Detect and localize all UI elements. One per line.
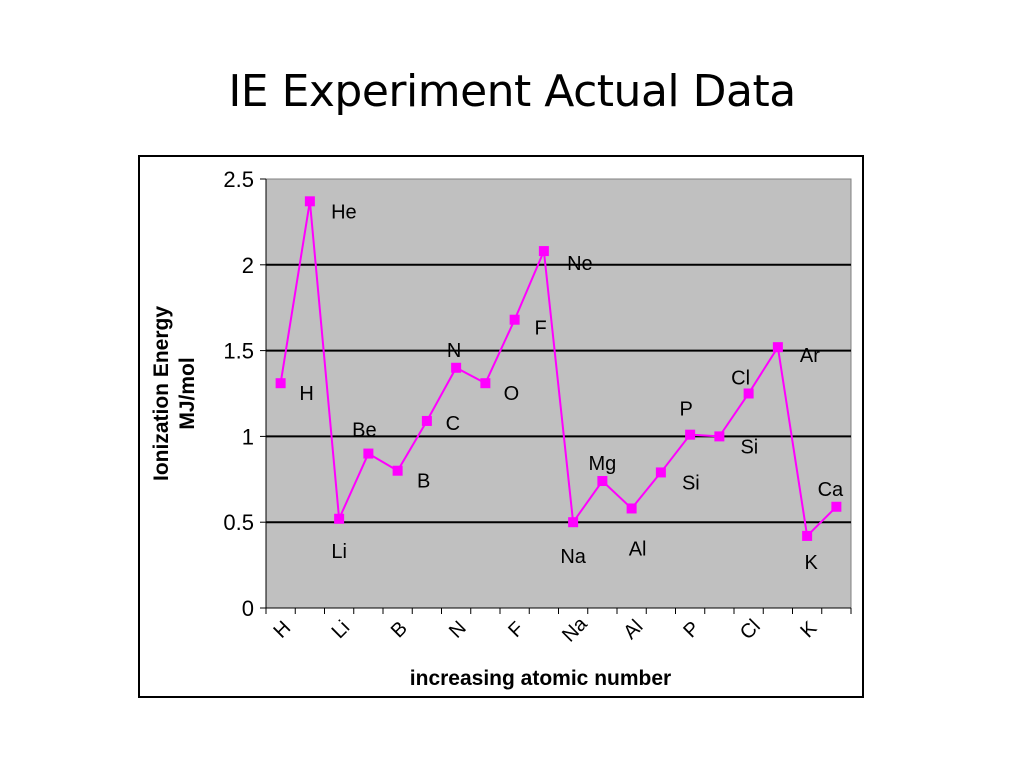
data-marker [363,448,374,459]
gridlines [266,263,851,524]
data-marker [451,362,462,373]
data-marker [421,415,432,426]
y-axis: 0 0.5 1 1.5 2 2.5 [223,167,267,621]
data-label: Mg [588,453,616,475]
data-label: Ca [818,479,844,501]
x-tick-label: Cl [736,615,765,644]
data-label: N [447,340,461,362]
data-label: H [299,383,313,405]
y-tick-label: 1 [242,424,254,449]
data-label: Cl [731,368,750,390]
chart-frame: 0 0.5 1 1.5 2 2.5 H Li B N F Na Al P Cl K H He Li Be B C N O F… [138,155,864,698]
data-label: Ar [800,345,820,367]
y-tick-label: 1.5 [223,339,254,364]
data-marker [685,429,696,440]
data-marker [480,378,491,389]
data-label: P [679,399,692,421]
x-tick-label: Na [558,612,592,646]
x-tick-label: Al [619,616,647,644]
ionization-energy-chart: 0 0.5 1 1.5 2 2.5 H Li B N F Na Al P Cl K H He Li Be B C N O F… [150,167,852,690]
data-marker [655,467,666,478]
data-marker [538,246,549,257]
data-label: C [446,413,460,435]
x-tick-label: K [796,617,821,642]
y-axis-title-line2: MJ/mol [176,357,199,429]
data-marker [392,465,403,476]
data-marker [626,503,637,514]
data-marker [831,501,842,512]
y-tick-label: 0.5 [223,510,254,535]
data-labels: H He Li Be B C N O F Ne Na Mg Al Si P Si Cl Ar K Ca [299,201,844,574]
x-axis: H Li B N F Na Al P Cl K [265,607,852,647]
data-marker [597,476,608,487]
data-marker [743,388,754,399]
data-label: Ne [567,253,593,275]
data-label: Si [740,436,758,458]
data-marker [275,378,286,389]
y-tick-label: 0 [242,596,254,621]
data-label: Si [682,472,700,494]
data-marker [802,530,813,541]
data-label: F [535,318,547,340]
data-label: Li [331,541,347,563]
y-tick-label: 2.5 [223,167,254,192]
x-tick-label: H [269,617,295,643]
x-axis-title: increasing atomic number [410,667,671,690]
x-tick-label: P [679,617,704,642]
data-label: Be [352,420,376,442]
data-marker [772,342,783,353]
data-marker [568,517,579,528]
y-tick-label: 2 [242,253,254,278]
data-marker [509,314,520,325]
data-label: Al [629,538,647,560]
data-label: O [504,383,520,405]
data-label: B [417,471,430,493]
x-tick-label: B [387,617,412,642]
slide-title: IE Experiment Actual Data [228,66,796,117]
data-label: Na [560,546,586,568]
data-marker [334,513,345,524]
y-axis-title-line1: Ionization Energy [150,306,173,481]
data-label: K [804,552,818,574]
data-marker [714,431,725,442]
x-tick-label: F [504,618,528,642]
x-tick-label: Li [328,616,355,643]
data-marker [304,196,315,207]
x-tick-label: N [445,617,471,643]
data-markers [275,196,842,541]
data-label: He [331,201,357,223]
